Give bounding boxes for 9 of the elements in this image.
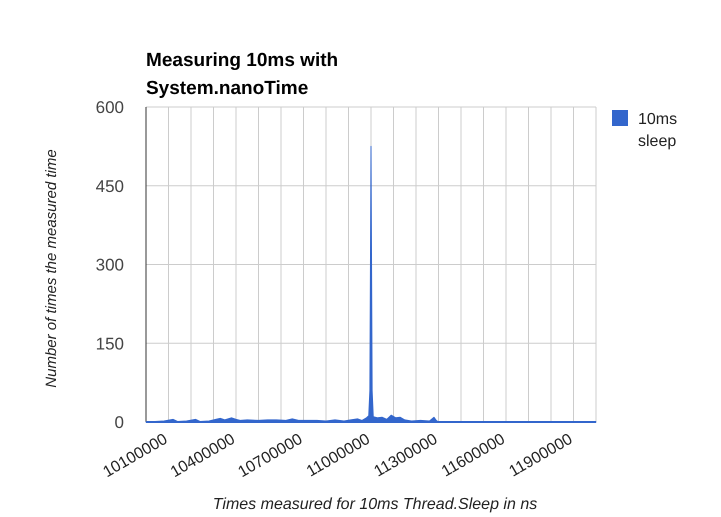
y-tick-label: 300 [96,256,124,274]
y-tick-label: 150 [96,334,124,354]
y-axis-title: Number of times the measured time [43,149,60,388]
y-tick-label: 0 [114,413,124,432]
chart-title: Measuring 10ms with System.nanoTime [146,50,338,99]
x-axis-title: Times measured for 10ms Thread.Sleep in ns [212,496,538,513]
y-tick-label: 600 [96,98,124,117]
legend-label: 10ms sleep [638,111,678,150]
y-tick-label: 450 [96,176,124,196]
